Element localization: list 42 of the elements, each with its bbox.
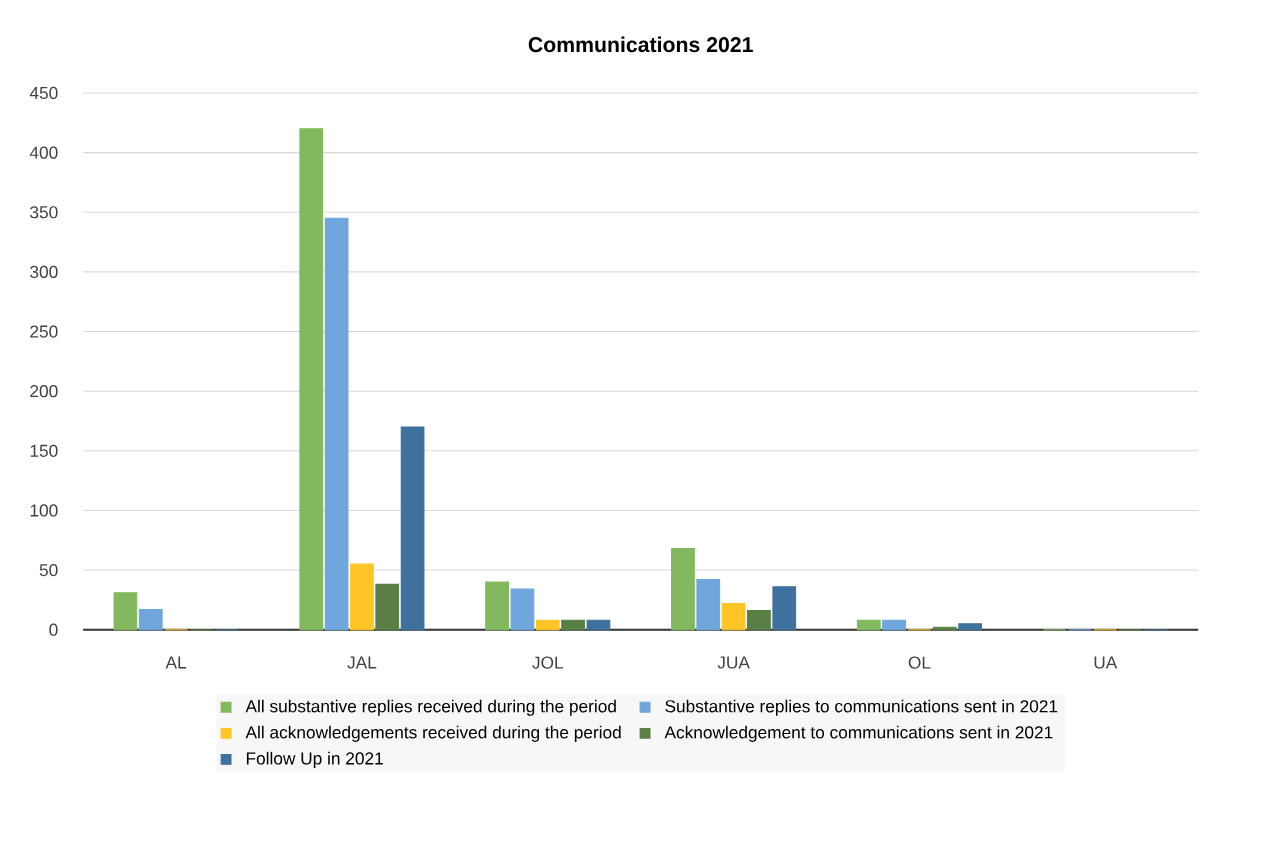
bar <box>882 619 906 631</box>
legend-label: All substantive replies received during the period <box>245 699 616 716</box>
bar <box>856 619 881 631</box>
y-tick-label: 250 <box>30 325 58 338</box>
legend-label: Acknowledgement to communications sent in 2021 <box>664 725 1053 742</box>
bar <box>721 602 746 631</box>
y-tick-label: 50 <box>39 563 58 577</box>
bar <box>561 619 585 631</box>
y-tick-label: 350 <box>30 206 58 219</box>
bar <box>535 619 560 631</box>
bar <box>747 610 771 631</box>
bar <box>299 128 324 631</box>
bar <box>138 608 163 631</box>
legend-label: Substantive replies to communications sent in 2021 <box>665 699 1058 716</box>
legend-label: Follow Up in 2021 <box>246 751 383 768</box>
y-tick-label: 300 <box>30 265 58 278</box>
bar <box>696 579 721 631</box>
bar <box>375 583 400 631</box>
y-tick-label: 100 <box>30 504 58 517</box>
x-tick-label: JOL <box>532 656 564 669</box>
x-tick-label: JUA <box>717 656 750 669</box>
bar <box>350 563 374 631</box>
bar <box>671 548 695 631</box>
bar <box>400 426 425 631</box>
bar <box>485 581 509 631</box>
y-tick-label: 150 <box>30 444 58 457</box>
legend-label: All acknowledgements received during the period <box>245 725 621 742</box>
bar <box>324 217 349 631</box>
bar <box>510 588 535 631</box>
bar <box>113 592 138 631</box>
y-tick-label: 200 <box>30 384 58 398</box>
bar <box>958 623 982 631</box>
x-tick-label: OL <box>908 656 931 669</box>
x-tick-label: AL <box>165 656 187 669</box>
bar <box>586 619 611 631</box>
x-tick-label: UA <box>1094 656 1118 669</box>
y-tick-label: 400 <box>29 146 58 159</box>
y-tick-label: 450 <box>29 86 58 100</box>
x-tick-label: JAL <box>347 656 377 669</box>
bar <box>772 586 797 631</box>
y-tick-label: 0 <box>49 623 58 636</box>
chart-title: Communications 2021 <box>528 36 753 53</box>
